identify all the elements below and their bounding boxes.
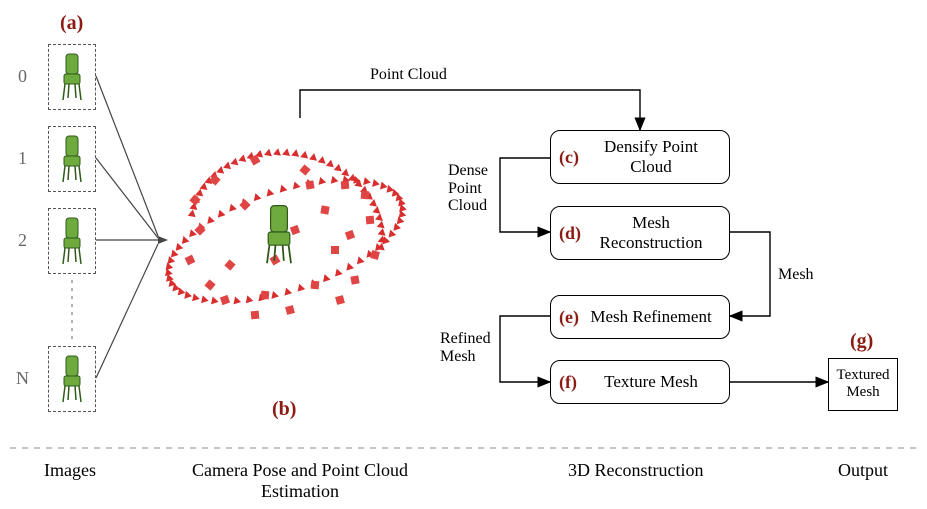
step-d-l1: Mesh xyxy=(632,213,670,232)
tag-f: (f) xyxy=(559,372,577,393)
stage-pose-estimation: Camera Pose and Point Cloud Estimation xyxy=(170,460,430,501)
output-l1: Textured xyxy=(836,367,889,383)
edge-label-refined-l2: Mesh xyxy=(440,348,476,365)
step-c-l1: Densify Point xyxy=(604,137,698,156)
tag-d: (d) xyxy=(559,223,581,244)
output-l2: Mesh xyxy=(846,384,879,400)
edge-label-mesh: Mesh xyxy=(778,266,814,284)
step-mesh-refinement: (e) Mesh Refinement xyxy=(550,295,730,339)
step-texture-mesh-label: Texture Mesh xyxy=(604,372,698,392)
step-texture-mesh: (f) Texture Mesh xyxy=(550,360,730,404)
edge-label-refined-l1: Refined xyxy=(440,330,491,347)
tag-b: (b) xyxy=(272,398,296,421)
step-mesh-refinement-label: Mesh Refinement xyxy=(590,307,711,327)
tag-c: (c) xyxy=(559,147,579,168)
tag-g: (g) xyxy=(850,330,873,353)
stage-3d-reconstruction: 3D Reconstruction xyxy=(568,460,703,481)
output-box: Textured Mesh xyxy=(828,358,898,411)
step-densify-label: Densify Point Cloud xyxy=(604,137,698,176)
diagram-lines-layer xyxy=(0,0,927,509)
edge-label-refined: Refined Mesh xyxy=(440,330,491,365)
step-mesh-reconstruction: (d) Mesh Reconstruction xyxy=(550,206,730,260)
edge-label-dense: Dense Point Cloud xyxy=(448,162,488,215)
edge-label-point-cloud: Point Cloud xyxy=(370,66,447,84)
stage-output: Output xyxy=(838,460,888,481)
edge-label-dense-l3: Cloud xyxy=(448,197,487,214)
step-d-l2: Reconstruction xyxy=(600,233,703,252)
edge-label-dense-l1: Dense xyxy=(448,162,488,179)
stage-images: Images xyxy=(44,460,96,481)
edge-label-dense-l2: Point xyxy=(448,180,482,197)
step-mesh-reconstruction-label: Mesh Reconstruction xyxy=(600,213,703,252)
step-densify: (c) Densify Point Cloud xyxy=(550,130,730,184)
step-c-l2: Cloud xyxy=(630,157,672,176)
stage-pose-l2: Estimation xyxy=(261,481,339,501)
stage-pose-l1: Camera Pose and Point Cloud xyxy=(192,460,408,480)
tag-e: (e) xyxy=(559,307,579,328)
